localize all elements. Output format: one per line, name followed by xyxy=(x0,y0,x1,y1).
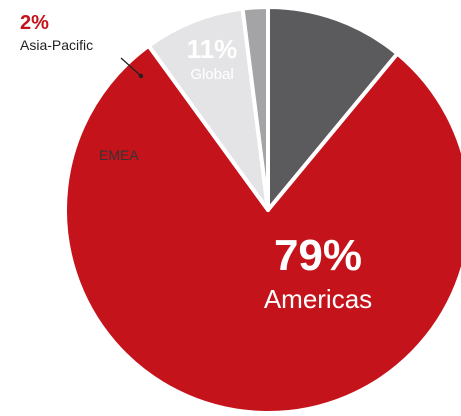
pie-slice-asia-pacific xyxy=(240,5,270,212)
pie-slices xyxy=(63,5,461,415)
emea-percent-label: 8% xyxy=(99,118,134,145)
pie-slice-americas xyxy=(63,43,461,415)
asia-pacific-name-label: Asia-Pacific xyxy=(20,37,93,53)
asia-pacific-leader-dot xyxy=(138,73,144,79)
asia-pacific-leader-line xyxy=(120,57,142,77)
global-percent-label: 11% xyxy=(187,34,238,64)
global-name-label: Global xyxy=(190,66,233,83)
americas-percent-label: 79% xyxy=(274,231,362,280)
americas-name-label: Americas xyxy=(264,284,372,314)
pie-labels: 11% Global 79% Americas 8% EMEA 2% Asia-… xyxy=(20,12,372,314)
asia-pacific-callout xyxy=(120,57,144,79)
emea-name-label: EMEA xyxy=(99,147,139,163)
asia-pacific-percent-label: 2% xyxy=(20,12,49,34)
pie-slice-global xyxy=(266,5,400,212)
